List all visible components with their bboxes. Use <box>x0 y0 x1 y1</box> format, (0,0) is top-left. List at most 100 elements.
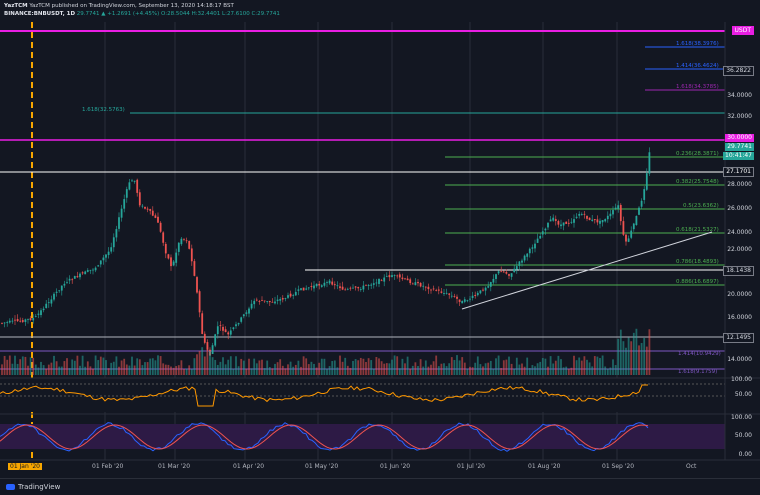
candle-body <box>359 289 362 290</box>
candle-body <box>544 228 547 231</box>
volume-bar <box>136 358 139 375</box>
candle-body <box>19 320 22 322</box>
candle-body <box>172 261 175 266</box>
trendline <box>461 231 713 310</box>
volume-bar <box>14 355 16 375</box>
volume-bar <box>227 359 230 375</box>
volume-bar <box>619 329 622 375</box>
volume-bar <box>521 363 523 375</box>
candle-body <box>458 299 461 302</box>
volume-bar <box>539 361 542 375</box>
volume-bar <box>422 366 425 375</box>
candle-body <box>635 215 638 226</box>
volume-bar <box>118 366 120 375</box>
volume-bar <box>547 366 549 375</box>
candle-body <box>638 207 640 215</box>
volume-bar <box>583 356 586 375</box>
candle-body <box>570 221 573 223</box>
candle-body <box>300 288 302 290</box>
candle-body <box>97 265 100 267</box>
candle-body <box>489 282 492 287</box>
publisher-line: YazTCM YazTCM published on TradingView.c… <box>4 3 234 9</box>
volume-bar <box>110 362 113 375</box>
volume-bar <box>510 363 513 375</box>
volume-bar <box>565 366 568 375</box>
candle-body <box>180 238 183 245</box>
fib-label-0382: 0.382(25.7548) <box>676 179 719 185</box>
volume-bar <box>289 361 292 375</box>
candle-body <box>492 278 495 283</box>
candle-body <box>419 282 422 287</box>
candle-body <box>424 286 427 288</box>
candle-body <box>66 281 68 283</box>
volume-bar <box>484 363 487 375</box>
volume-bar <box>612 359 614 375</box>
volume-bar <box>149 358 152 375</box>
candle-body <box>222 326 224 331</box>
volume-bar <box>508 356 510 375</box>
volume-bar <box>378 358 380 375</box>
volume-bar <box>411 365 414 375</box>
candle-body <box>138 192 141 206</box>
candle-body <box>601 220 604 223</box>
volume-bar <box>326 368 328 375</box>
volume-bar <box>461 357 464 375</box>
volume-bar <box>627 337 630 375</box>
volume-bar <box>638 345 640 375</box>
volume-bar <box>73 360 76 375</box>
candle-body <box>606 215 609 220</box>
date-tick: 01 Aug '20 <box>528 463 561 470</box>
volume-bar <box>523 366 526 375</box>
price-tick: 16.0000 <box>727 314 752 321</box>
volume-bar <box>94 355 97 375</box>
candle-body <box>352 287 354 289</box>
candle-body <box>541 231 544 235</box>
candle-body <box>16 319 19 322</box>
volume-bar <box>3 355 6 375</box>
volume-bar <box>180 360 183 375</box>
volume-bar <box>128 365 131 375</box>
candle-body <box>60 285 63 291</box>
volume-bar <box>536 363 539 375</box>
volume-bar <box>154 360 157 375</box>
volume-bar <box>448 363 451 375</box>
candle-body <box>107 251 110 256</box>
price-label: 10:41:47 <box>723 152 754 160</box>
volume-bar <box>58 366 61 375</box>
price-tick: 34.0000 <box>727 92 752 99</box>
candle-body <box>245 312 248 314</box>
volume-bar <box>99 356 102 375</box>
volume-bar <box>333 360 336 375</box>
candle-body <box>248 308 250 314</box>
candle-body <box>71 279 74 281</box>
volume-bar <box>474 362 477 375</box>
candle-body <box>214 334 217 346</box>
candle-body <box>146 208 149 210</box>
candle-body <box>383 277 386 282</box>
candle-body <box>68 278 71 281</box>
candle-body <box>94 267 97 271</box>
volume-bar <box>393 355 396 375</box>
candle-body <box>388 275 391 278</box>
grid <box>104 22 618 460</box>
volume-bar <box>531 365 534 375</box>
fib-label-0786: 0.786(18.4893) <box>676 259 719 265</box>
volume-bar <box>437 366 440 375</box>
volume-bar <box>489 360 492 375</box>
volume-bar <box>635 328 638 375</box>
volume-bar <box>183 368 185 375</box>
candle-body <box>604 219 607 222</box>
volume-bar <box>133 365 136 375</box>
volume-bar <box>554 360 557 375</box>
volume-bar <box>185 368 188 375</box>
fib-label-up-1618: 1.618(38.3976) <box>676 41 719 47</box>
volume-bar <box>445 366 448 375</box>
tradingview-logo[interactable]: TradingView <box>6 483 60 491</box>
candle-body <box>567 222 570 224</box>
candle-body <box>554 219 557 221</box>
candle-body <box>443 293 445 294</box>
candle-body <box>484 287 487 291</box>
volume-bar <box>640 343 643 375</box>
candle-body <box>461 300 464 304</box>
